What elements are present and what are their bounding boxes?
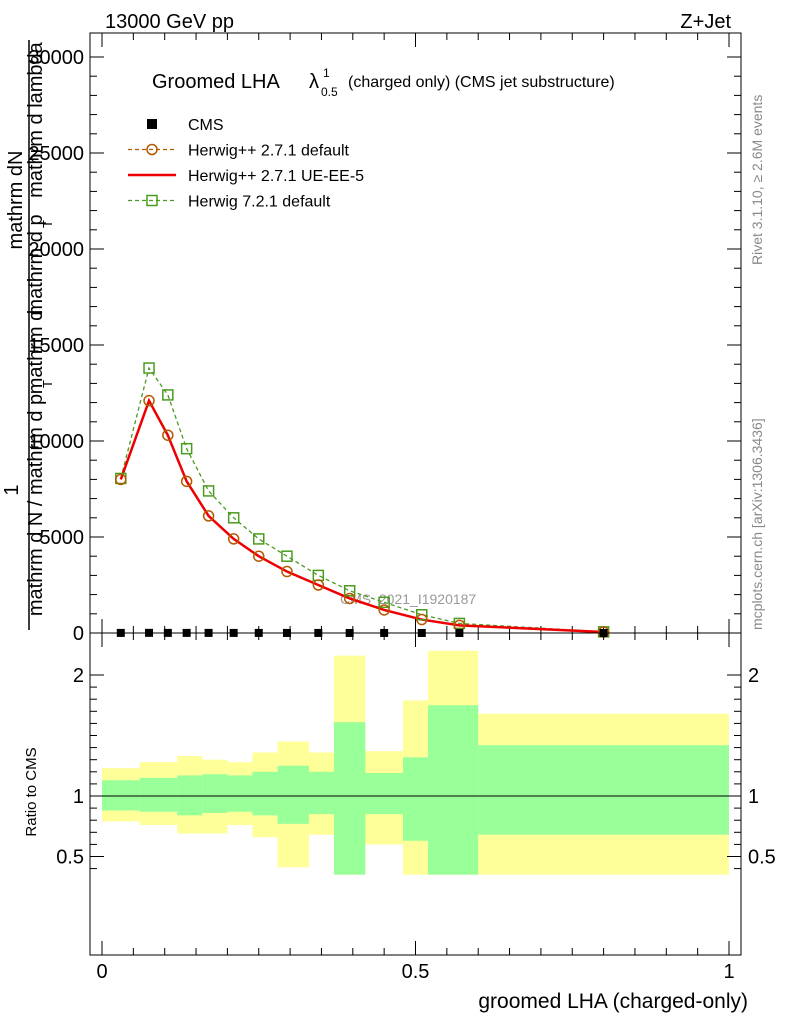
main-y-tick-labels: 0 5000 10000 15000 20000 25000 30000 [28,47,84,645]
ratio-band-inner [478,745,729,835]
title-sup: 1 [323,66,330,80]
herwig7-point [312,569,325,582]
herwigpp-default-point [416,613,428,626]
watermark: CMS_2021_I1920187 [340,591,476,607]
ratio-y-tick-label-right: 1 [748,786,759,808]
title-sub: 0.5 [321,85,338,99]
ratio-band-inner [252,771,278,816]
ylabel-line2b: mathrm d lambda [25,41,47,197]
herwig7-point [162,389,174,401]
ratio-band-inner [402,757,429,841]
ratio-bands [102,650,729,875]
ratio-band-inner [428,705,479,875]
herwig7-point [343,585,356,597]
ylabel-line3: mathrm d N / mathrm d p [25,394,47,616]
main-y-ticks [90,56,741,634]
ratio-band-inner [333,722,366,875]
herwigpp-default-point [281,565,293,578]
herwigpp-default-point [253,550,265,562]
ratio-tick-labels: 0.5 0.5 1 1 2 2 [56,665,776,869]
ratio-band-inner [308,771,334,815]
legend-marker-circle [146,143,158,156]
main-y-label: 1 mathrm dN mathrm d lambda mathrm d p T… [1,40,55,630]
herwig7-point [253,533,265,545]
ratio-y-tick-label: 1 [73,786,84,808]
ratio-band-inner [365,773,403,815]
series-herwigpp-ueee5-line [119,397,604,634]
ratio-y-tick-label: 0.5 [56,847,84,869]
ylabel-line2-sub: T [40,220,55,228]
title-main: Groomed LHA [152,71,280,93]
y-tick-label: 25000 [28,143,84,165]
herwigpp-default-point [115,473,127,486]
ratio-band-inner [102,780,140,811]
ratio-y-label: Ratio to CMS [23,747,40,836]
ratio-band-inner [227,775,253,812]
plot-title: Groomed LHA λ 1 0.5 (charged only) (CMS … [152,66,615,99]
herwigpp-default-point [202,510,215,522]
y-tick-label: 15000 [28,335,84,357]
rivet-label: Rivet 3.1.10, ≥ 2.6M events [749,95,765,265]
y-tick-label: 0 [73,623,84,645]
herwigpp-default-point [378,604,390,616]
legend: CMS Herwig++ 2.7.1 default Herwig++ 2.7.1 … [128,117,364,211]
ratio-band-inner [177,775,203,816]
ratio-y-tick-label-right: 2 [748,665,759,687]
y-tick-label: 5000 [40,527,85,549]
herwigpp-default-point [227,533,240,545]
legend-label: Herwig 7.2.1 default [188,194,331,211]
herwig7-point [227,512,240,524]
ratio-y-tick-label: 2 [73,665,84,687]
x-tick-label: 0 [96,961,107,983]
title-rest: (charged only) (CMS jet substructure) [348,74,615,91]
herwig7-point [180,442,193,455]
header-left: 13000 GeV pp [105,11,234,33]
legend-marker-open-square [146,194,158,207]
y-tick-label: 10000 [28,431,84,453]
herwig7-point [202,485,215,497]
legend-marker-square [147,119,157,129]
ratio-band-inner [202,774,228,813]
ratio-ticks [90,633,741,955]
ratio-band-inner [139,777,178,812]
y-tick-label: 20000 [28,239,84,261]
legend-label: Herwig++ 2.7.1 UE-EE-5 [188,168,364,185]
ylabel-line2: mathrm d p [25,214,47,315]
herwigpp-default-point [180,475,193,488]
ylabel-one: 1 [1,484,23,495]
mcplots-label: mcplots.cern.ch [arXiv:1306.3436] [749,418,765,630]
herwig7-point [416,609,428,621]
ylabel-line1: mathrm dN [5,151,27,250]
x-tick-labels: 0 0.5 1 [96,961,734,983]
ratio-y-tick-label-right: 0.5 [748,847,776,869]
herwigpp-default-point [162,429,174,441]
herwig7-point [143,362,155,374]
ratio-band-inner [277,765,309,824]
herwigpp-default-point [312,579,325,591]
herwigpp-default-point [343,592,356,605]
ylabel-line3b: mathrm d [25,310,47,394]
x-axis-label: groomed LHA (charged-only) [478,990,748,1013]
series-herwig7-line [120,366,604,633]
y-tick-label: 30000 [28,47,84,69]
header-right: Z+Jet [680,11,731,33]
legend-label: CMS [188,117,224,134]
title-lambda: λ [309,71,319,93]
herwig7-point [281,550,293,562]
herwigpp-default-point [143,394,155,407]
x-tick-label: 0.5 [402,961,430,983]
ylabel-line3-sub: T [40,380,55,388]
x-tick-label: 1 [723,961,734,983]
herwig7-point [378,596,390,609]
legend-label: Herwig++ 2.7.1 default [188,143,350,160]
